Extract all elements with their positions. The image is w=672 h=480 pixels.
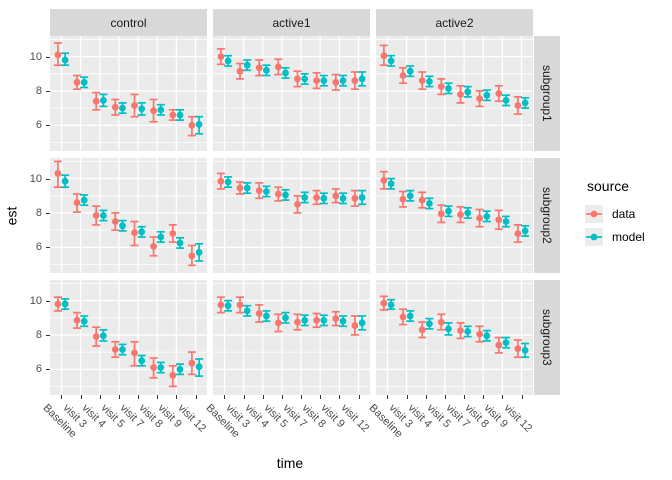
facet-col-strip: active2 — [376, 9, 533, 36]
x-tick-mark — [80, 395, 82, 399]
x-tick-mark — [425, 395, 427, 399]
x-tick-mark — [521, 395, 523, 399]
x-tick-mark — [483, 395, 485, 399]
facet-row-strip: subgroup3 — [534, 280, 560, 395]
legend-entry-data: data — [585, 204, 645, 224]
legend-key-icon — [585, 205, 603, 223]
legend-key-icon — [585, 228, 603, 246]
x-tick-mark — [406, 395, 408, 399]
facet-row-strip: subgroup1 — [534, 36, 560, 151]
series-data — [379, 170, 522, 243]
y-tick-label: 10 — [29, 50, 42, 63]
series-data — [216, 296, 359, 336]
x-tick-mark — [281, 395, 283, 399]
panel-active2-subgroup2 — [376, 158, 533, 273]
panel-control-subgroup3 — [50, 280, 207, 395]
series-model — [224, 176, 367, 206]
legend-title: source — [587, 178, 630, 194]
x-tick-mark — [61, 395, 63, 399]
y-tick-mark — [46, 178, 50, 180]
series-model — [387, 177, 530, 237]
y-tick-mark — [46, 247, 50, 249]
legend: source data model — [585, 178, 645, 250]
panel-active2-subgroup3 — [376, 280, 533, 395]
legend-entries: data model — [585, 204, 645, 247]
x-tick-mark — [224, 395, 226, 399]
series-data — [379, 44, 522, 115]
y-tick-label: 8 — [35, 206, 42, 219]
x-tick-mark — [339, 395, 341, 399]
x-tick-mark — [464, 395, 466, 399]
panel-control-subgroup2 — [50, 158, 207, 273]
series-data — [379, 295, 522, 359]
y-tick-mark — [46, 56, 50, 58]
y-tick-mark — [46, 125, 50, 127]
x-tick-mark — [138, 395, 140, 399]
series-data — [53, 160, 196, 267]
x-tick-mark — [387, 395, 389, 399]
series-model — [61, 298, 204, 377]
facet-col-strip: active1 — [213, 9, 370, 36]
x-axis-title: time — [276, 455, 304, 471]
series-model — [61, 52, 204, 135]
y-tick-mark — [46, 334, 50, 336]
y-tick-label: 8 — [35, 328, 42, 341]
panel-active2-subgroup1 — [376, 36, 533, 151]
y-tick-mark — [46, 300, 50, 302]
panel-active1-subgroup3 — [213, 280, 370, 395]
panel-control-subgroup1 — [50, 36, 207, 151]
x-tick-mark — [195, 395, 197, 399]
x-tick-mark — [320, 395, 322, 399]
series-data — [53, 296, 196, 388]
series-data — [216, 172, 359, 214]
x-tick-mark — [99, 395, 101, 399]
x-tick-mark — [118, 395, 120, 399]
series-data — [53, 42, 196, 137]
x-tick-mark — [444, 395, 446, 399]
y-tick-mark — [46, 212, 50, 214]
x-tick-mark — [301, 395, 303, 399]
x-tick-mark — [358, 395, 360, 399]
facet-row-strip: subgroup2 — [534, 158, 560, 273]
x-tick-mark — [157, 395, 159, 399]
facet-col-strip: control — [50, 9, 207, 36]
y-tick-label: 6 — [35, 363, 42, 376]
y-tick-mark — [46, 369, 50, 371]
y-tick-label: 8 — [35, 84, 42, 97]
series-model — [224, 299, 367, 331]
x-tick-mark — [176, 395, 178, 399]
legend-entry-label: model — [612, 230, 645, 244]
x-tick-mark — [502, 395, 504, 399]
series-model — [224, 54, 367, 87]
legend-entry-label: data — [612, 207, 636, 221]
y-tick-mark — [46, 90, 50, 92]
series-model — [387, 54, 530, 109]
y-tick-label: 6 — [35, 119, 42, 132]
panel-active1-subgroup1 — [213, 36, 370, 151]
legend-entry-model: model — [585, 227, 645, 247]
panel-active1-subgroup2 — [213, 158, 370, 273]
y-tick-label: 6 — [35, 241, 42, 254]
series-model — [61, 174, 204, 262]
x-tick-mark — [262, 395, 264, 399]
y-tick-label: 10 — [29, 172, 42, 185]
series-data — [216, 48, 359, 91]
x-tick-mark — [243, 395, 245, 399]
series-model — [387, 298, 530, 359]
y-tick-label: 10 — [29, 294, 42, 307]
